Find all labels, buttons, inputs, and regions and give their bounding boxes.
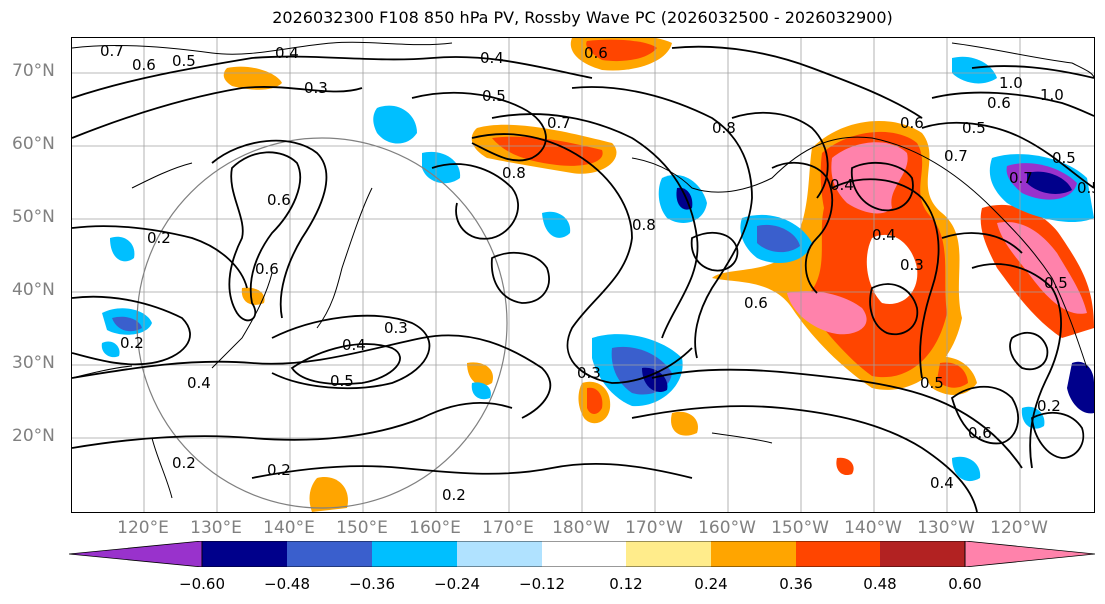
contour-label: 0.2	[442, 486, 466, 504]
contour-label: 0.6	[132, 56, 156, 74]
map-panel[interactable]: 0.7 0.6 0.5 0.4 0.3 0.4 0.5 0.6 0.7 0.8 …	[71, 37, 1095, 513]
colorbar-tick: −0.36	[349, 575, 395, 593]
colorbar-bin	[287, 541, 372, 567]
colorbar-tick: 0.48	[863, 575, 897, 593]
contour-label: 0.5	[1077, 179, 1094, 197]
colorbar-tick: 0.60	[948, 575, 982, 593]
contour-label: 0.4	[830, 176, 854, 194]
map-canvas: 0.7 0.6 0.5 0.4 0.3 0.4 0.5 0.6 0.7 0.8 …	[72, 38, 1094, 512]
colorbar-bin	[457, 541, 542, 567]
contour-labels: 0.7 0.6 0.5 0.4 0.3 0.4 0.5 0.6 0.7 0.8 …	[100, 42, 1094, 504]
lon-label-160e: 160°E	[409, 518, 461, 538]
lat-label-60: 60°N	[12, 134, 55, 154]
contour-label: 1.0	[1040, 86, 1064, 104]
contour-label: 0.3	[304, 79, 328, 97]
contour-label: 0.4	[872, 226, 896, 244]
contour-label: 0.2	[172, 454, 196, 472]
colorbar-tick: 0.24	[694, 575, 728, 593]
contour-label: 0.6	[744, 294, 768, 312]
lon-label-130w: 130°W	[917, 518, 975, 538]
colorbar-extend-high	[964, 541, 1095, 567]
contour-label: 0.7	[100, 42, 124, 60]
colorbar-tick: −0.12	[519, 575, 565, 593]
contour-label: 0.5	[1052, 149, 1076, 167]
lon-label-160w: 160°W	[698, 518, 756, 538]
contour-label: 0.4	[342, 336, 366, 354]
contour-label: 0.5	[1044, 274, 1068, 292]
colorbar-tick: 0.12	[609, 575, 643, 593]
colorbar-bin	[880, 541, 965, 567]
contour-label: 0.3	[577, 364, 601, 382]
colorbar-tick: −0.48	[264, 575, 310, 593]
lon-label-150w: 150°W	[771, 518, 829, 538]
contour-label: 0.2	[267, 461, 291, 479]
contour-label: 0.2	[147, 229, 171, 247]
contour-label: 0.5	[962, 119, 986, 137]
contour-label: 0.8	[632, 216, 656, 234]
colorbar-bin	[542, 541, 626, 567]
contour-label: 0.5	[330, 372, 354, 390]
contour-label: 0.5	[172, 52, 196, 70]
coastlines	[72, 41, 1094, 499]
contour-label: 0.6	[255, 260, 279, 278]
contour-label: 0.4	[930, 474, 954, 492]
contour-label: 0.8	[712, 119, 736, 137]
contour-label: 0.4	[275, 44, 299, 62]
pv-contours	[72, 45, 1094, 512]
figure-title: 2026032300 F108 850 hPa PV, Rossby Wave …	[272, 8, 893, 27]
contour-label: 0.6	[900, 114, 924, 132]
lon-label-120w: 120°W	[990, 518, 1048, 538]
lon-label-120e: 120°E	[117, 518, 169, 538]
contour-label: 0.2	[120, 334, 144, 352]
lon-label-180w: 180°W	[552, 518, 610, 538]
lon-label-170e: 170°E	[482, 518, 534, 538]
lon-label-150e: 150°E	[336, 518, 388, 538]
contour-label: 0.3	[384, 319, 408, 337]
contour-label: 0.4	[187, 374, 211, 392]
colorbar-tick: −0.24	[434, 575, 480, 593]
lat-label-40: 40°N	[12, 280, 55, 300]
contour-label: 0.4	[480, 49, 504, 67]
contour-label: 0.2	[1037, 397, 1061, 415]
contour-label: 0.6	[267, 191, 291, 209]
lon-label-130e: 130°E	[190, 518, 242, 538]
colorbar-extend-low	[69, 541, 203, 567]
lon-label-140e: 140°E	[263, 518, 315, 538]
colorbar-bin	[711, 541, 796, 567]
lat-label-50: 50°N	[12, 207, 55, 227]
colorbar	[69, 541, 1095, 567]
contour-label: 0.6	[987, 94, 1011, 112]
colorbar-tick: −0.60	[179, 575, 225, 593]
lat-label-20: 20°N	[12, 426, 55, 446]
contour-label: 0.7	[944, 147, 968, 165]
contour-label: 1.0	[999, 74, 1023, 92]
lon-label-140w: 140°W	[844, 518, 902, 538]
contour-label: 0.6	[584, 44, 608, 62]
pv-anomaly-shading	[101, 38, 1094, 512]
contour-label: 0.7	[1009, 169, 1033, 187]
contour-label: 0.7	[547, 114, 571, 132]
colorbar-bin	[202, 541, 287, 567]
lon-label-170w: 170°W	[625, 518, 683, 538]
lat-label-70: 70°N	[12, 61, 55, 81]
contour-label: 0.3	[900, 256, 924, 274]
colorbar-bin	[796, 541, 880, 567]
reference-circle	[136, 137, 508, 509]
colorbar-tick: 0.36	[779, 575, 813, 593]
colorbar-bin	[626, 541, 711, 567]
lat-label-30: 30°N	[12, 353, 55, 373]
colorbar-bin	[372, 541, 457, 567]
contour-label: 0.6	[968, 424, 992, 442]
contour-label: 0.8	[502, 164, 526, 182]
contour-label: 0.5	[920, 374, 944, 392]
contour-label: 0.5	[482, 87, 506, 105]
colorbar-frame	[201, 541, 966, 567]
